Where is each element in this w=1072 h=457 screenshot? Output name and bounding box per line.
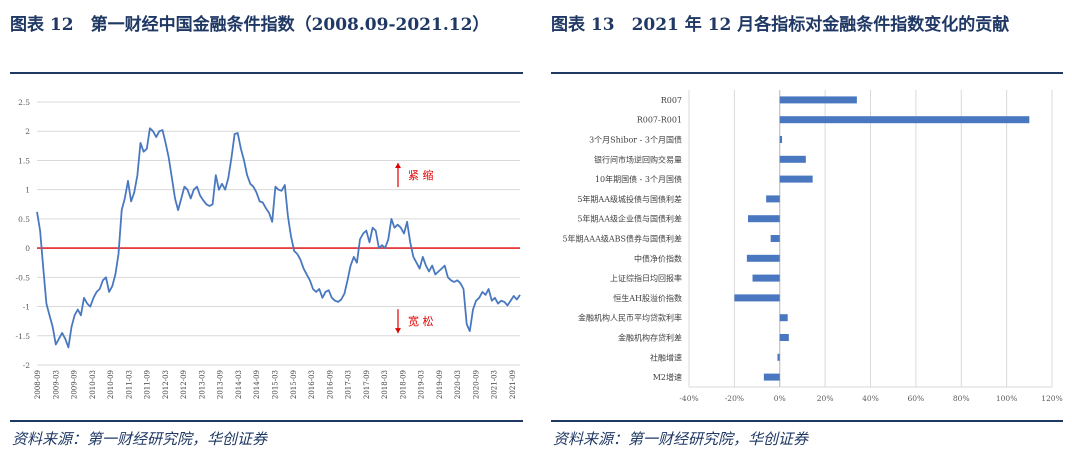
contribution-bar (734, 294, 780, 302)
y-tick-label: 2.5 (18, 98, 30, 107)
x-tick-label: 2015-09 (290, 370, 298, 399)
category-label: 5年期AAA级ABS债券与国债利差 (562, 234, 682, 244)
y-tick-label: -1 (23, 303, 30, 312)
left-figure-panel: 图表 12 第一财经中国金融条件指数（2008.09-2021.12） 2.5 2… (10, 0, 523, 457)
category-label: R007-R001 (637, 116, 682, 125)
right-figure-panel: 图表 13 2021 年 12 月各指标对金融条件指数变化的贡献 -40% -20… (551, 0, 1063, 457)
category-label: 金融机构人民币平均贷款利率 (578, 313, 682, 323)
x-tick-label: 2019-09 (436, 370, 444, 399)
x-tick-label: 2010-09 (107, 370, 115, 399)
x-tick-label: 2020-09 (472, 370, 480, 399)
x-tick-label: 2013-09 (217, 370, 225, 399)
x-tick-label: 60% (908, 394, 925, 403)
left-figure-title: 图表 12 第一财经中国金融条件指数（2008.09-2021.12） (10, 15, 490, 35)
x-tick-label: 40% (862, 394, 879, 403)
x-tick-label: -20% (725, 394, 744, 403)
category-label: 上证综指日均回报率 (610, 273, 682, 283)
contribution-bar (779, 116, 1030, 124)
contribution-bar (779, 334, 789, 341)
tightening-annotation: 紧 缩 (408, 169, 434, 182)
x-tick-label: 2013-03 (198, 370, 206, 399)
x-tick-label: 2021-03 (491, 370, 499, 399)
contribution-bar (747, 215, 780, 223)
category-label: R007 (661, 96, 682, 105)
category-label: 银行间市场逆回购交易量 (594, 154, 682, 164)
easing-annotation: 宽 松 (408, 314, 434, 328)
left-title-rule (10, 72, 523, 74)
right-source-rule (551, 420, 1063, 422)
contribution-bar (779, 96, 857, 104)
x-tick-label: 2009-03 (52, 370, 60, 399)
x-tick-label: 2018-09 (399, 370, 407, 399)
contribution-bar (746, 254, 780, 262)
y-tick-label: -1.5 (16, 332, 31, 341)
tightening-arrow-head (395, 163, 401, 169)
x-tick-label: 120% (1041, 394, 1062, 403)
right-source-note: 资料来源：第一财经研究院，华创证券 (553, 430, 809, 448)
x-tick-label: 2012-03 (162, 370, 170, 399)
category-label: 10年期国债 - 3个月国债 (595, 174, 682, 184)
contribution-bar (779, 175, 813, 183)
y-tick-label: -2 (23, 361, 31, 370)
right-title-rule (551, 72, 1063, 74)
right-figure-title: 图表 13 2021 年 12 月各指标对金融条件指数变化的贡献 (551, 15, 1010, 35)
x-tick-label: 2016-09 (326, 370, 334, 399)
category-label: 恒生AH股溢价指数 (613, 293, 682, 303)
contribution-bar (763, 373, 780, 381)
x-tick-label: 2021-09 (509, 370, 517, 399)
category-label: 3个月Shibor - 3个月国债 (589, 135, 682, 145)
left-source-note: 资料来源：第一财经研究院，华创证券 (12, 430, 268, 448)
y-tick-label: -0.5 (16, 273, 31, 282)
category-label: 5年期AA级企业债与国债利差 (577, 214, 682, 224)
x-tick-label: 100% (996, 394, 1017, 403)
category-label: 中债净价指数 (634, 253, 682, 263)
x-tick-label: 2018-03 (381, 370, 389, 399)
x-tick-label: 2015-03 (272, 370, 280, 399)
category-label: 5年期AA级城投债与国债利差 (577, 194, 682, 204)
x-tick-label: 2017-03 (345, 370, 353, 399)
x-tick-label: -40% (679, 394, 698, 403)
contribution-bar (770, 235, 780, 242)
y-tick-label: 0 (25, 244, 30, 253)
contribution-bar (766, 195, 780, 203)
contribution-bar (777, 353, 780, 361)
x-tick-label: 2016-03 (308, 370, 316, 399)
y-tick-label: 1.5 (18, 156, 30, 165)
x-tick-label: 2010-03 (89, 370, 97, 399)
x-tick-label: 0% (774, 394, 786, 403)
x-tick-label: 2017-09 (363, 370, 371, 399)
x-tick-label: 2014-09 (253, 370, 261, 399)
y-tick-label: 2 (25, 127, 30, 136)
x-tick-label: 80% (953, 394, 970, 403)
contribution-bar-chart: -40% -20% 0% 20% 40% 60% 80% 100% 120% R007 R007-R… (562, 90, 1063, 403)
x-tick-label: 2019-03 (418, 370, 426, 399)
contribution-bar (779, 136, 783, 143)
x-tick-label: 2014-03 (235, 370, 243, 399)
x-tick-label: 2011-09 (144, 370, 152, 399)
category-label: 社融增速 (650, 352, 682, 362)
contribution-bar (752, 274, 780, 282)
x-tick-label: 20% (817, 394, 834, 403)
easing-arrow-head (395, 328, 401, 334)
x-tick-label: 2012-09 (180, 370, 188, 399)
fci-series-line (36, 127, 521, 349)
category-label: M2增速 (653, 372, 682, 382)
left-source-rule (10, 420, 523, 422)
contribution-bar (779, 314, 788, 322)
y-tick-label: 1 (25, 186, 30, 195)
contribution-bar (779, 155, 806, 163)
y-tick-label: 0.5 (18, 215, 30, 224)
x-tick-label: 2011-03 (125, 370, 133, 399)
x-tick-label: 2020-03 (454, 370, 462, 399)
x-tick-label: 2008-09 (34, 370, 42, 399)
category-label: 金融机构存贷利差 (618, 333, 682, 343)
x-tick-label: 2009-09 (71, 370, 79, 399)
